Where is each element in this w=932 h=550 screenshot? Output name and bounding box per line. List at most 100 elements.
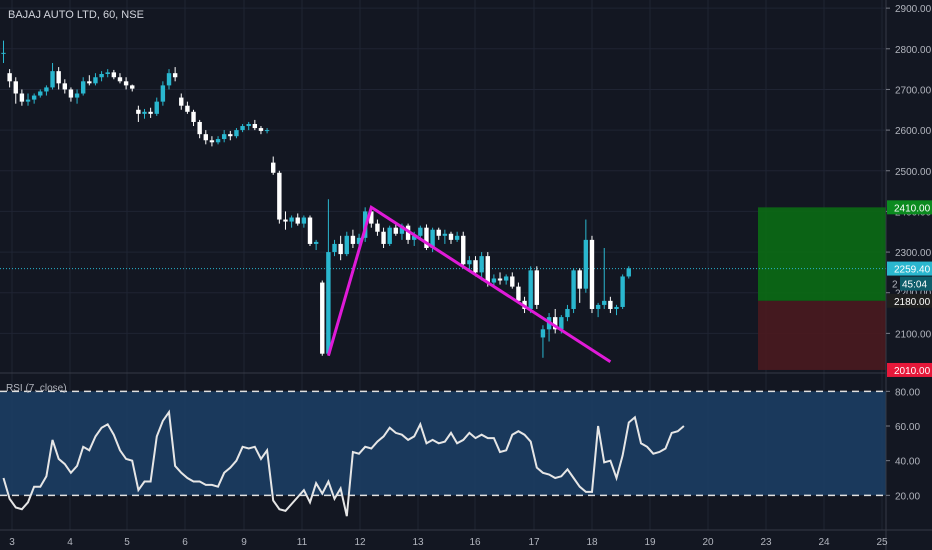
candle bbox=[264, 128, 270, 134]
candle bbox=[209, 136, 215, 147]
candle-body bbox=[87, 81, 92, 84]
candle-body bbox=[221, 134, 227, 140]
candle bbox=[479, 252, 484, 281]
time-tick-label: 20 bbox=[702, 537, 714, 548]
symbol-title: BAJAJ AUTO LTD, 60, NSE bbox=[8, 9, 144, 21]
candle-body bbox=[350, 235, 356, 244]
candle bbox=[589, 235, 595, 314]
candle-body bbox=[295, 217, 300, 224]
candle-body bbox=[320, 282, 325, 354]
entry-price-tag-background bbox=[887, 293, 932, 308]
candle-body bbox=[123, 81, 129, 86]
candle bbox=[44, 85, 49, 96]
price-tick-label: 2800.00 bbox=[895, 45, 932, 56]
candle-body bbox=[277, 172, 282, 220]
candle-body bbox=[228, 134, 233, 137]
candle bbox=[240, 124, 245, 133]
candle bbox=[154, 97, 159, 116]
time-tick-label: 24 bbox=[818, 537, 830, 548]
zigzag-pattern-line bbox=[326, 204, 612, 364]
candle-body bbox=[111, 72, 117, 78]
candle-body bbox=[454, 235, 460, 240]
rsi-tick-label: 60.00 bbox=[895, 422, 920, 433]
candle-body bbox=[338, 243, 343, 255]
candle-body bbox=[7, 73, 12, 82]
candle bbox=[62, 79, 67, 94]
candle bbox=[38, 89, 43, 98]
candle-body bbox=[479, 256, 484, 273]
candle bbox=[1, 40, 6, 64]
candle bbox=[387, 225, 392, 246]
candle bbox=[234, 128, 239, 139]
candle bbox=[295, 213, 300, 226]
candle-body bbox=[442, 233, 448, 236]
candle bbox=[461, 231, 466, 269]
candle bbox=[307, 215, 313, 246]
candle-body bbox=[80, 81, 86, 94]
candle bbox=[516, 282, 521, 303]
candle-body bbox=[614, 306, 619, 309]
candle bbox=[301, 215, 307, 228]
candle-body bbox=[209, 140, 215, 143]
rsi-tick-label: 80.00 bbox=[895, 387, 920, 398]
candle bbox=[123, 77, 129, 90]
rsi-label: RSI (7, close) bbox=[6, 383, 67, 394]
candle bbox=[454, 231, 460, 242]
candle-body bbox=[289, 217, 294, 222]
time-axis[interactable]: 3 4 5 6 9 11 12 13 16 17 18 19 20 23 24 25 bbox=[0, 529, 932, 548]
candle-body bbox=[179, 97, 184, 106]
candle-body bbox=[589, 239, 595, 309]
candle-body bbox=[74, 93, 80, 98]
stop-price-tag: 2010.00 bbox=[894, 366, 931, 377]
candle-body bbox=[93, 77, 98, 84]
candle bbox=[172, 67, 178, 82]
candle bbox=[111, 69, 117, 80]
candle-body bbox=[602, 300, 607, 305]
candle bbox=[13, 77, 18, 104]
pattern-drawing[interactable] bbox=[326, 204, 612, 364]
candle-body bbox=[172, 73, 178, 78]
candle-body bbox=[117, 77, 123, 82]
candle-body bbox=[503, 276, 509, 281]
time-tick-label: 11 bbox=[297, 537, 308, 548]
candle-body bbox=[25, 99, 31, 102]
time-tick-label: 13 bbox=[412, 537, 424, 548]
candle bbox=[381, 227, 386, 248]
price-tick-label: 2300.00 bbox=[895, 248, 932, 259]
candle-body bbox=[473, 260, 478, 273]
candle-body bbox=[491, 278, 497, 283]
candle-body bbox=[166, 73, 172, 86]
rsi-band bbox=[0, 391, 886, 496]
rsi-line bbox=[2, 409, 685, 517]
current-price-tag-background bbox=[887, 261, 932, 276]
candle bbox=[283, 211, 288, 230]
candle-body bbox=[534, 270, 540, 305]
candle bbox=[142, 108, 147, 119]
candle-body bbox=[31, 95, 37, 100]
candle-body bbox=[510, 276, 515, 287]
candle-body bbox=[307, 217, 313, 244]
candle-body bbox=[185, 105, 190, 112]
candle-body bbox=[448, 233, 454, 240]
candle bbox=[148, 107, 153, 118]
candle bbox=[350, 229, 356, 248]
candle-body bbox=[215, 139, 221, 143]
candle bbox=[534, 266, 540, 309]
candle bbox=[203, 130, 208, 145]
candle bbox=[277, 170, 282, 224]
rsi-tick-label: 20.00 bbox=[895, 491, 920, 502]
partial-tick-label: 2 bbox=[892, 280, 898, 291]
candle bbox=[228, 130, 233, 141]
candle-body bbox=[197, 121, 202, 135]
trade-zone[interactable] bbox=[0, 207, 886, 370]
candle-body bbox=[203, 134, 208, 141]
candle bbox=[80, 77, 86, 96]
candle-body bbox=[577, 270, 582, 289]
candle bbox=[510, 272, 515, 289]
price-axis[interactable]: 2100.002200.002300.002400.002500.002600.… bbox=[885, 0, 932, 550]
candle bbox=[565, 304, 570, 322]
candle bbox=[503, 274, 509, 285]
candle-body bbox=[62, 83, 67, 90]
